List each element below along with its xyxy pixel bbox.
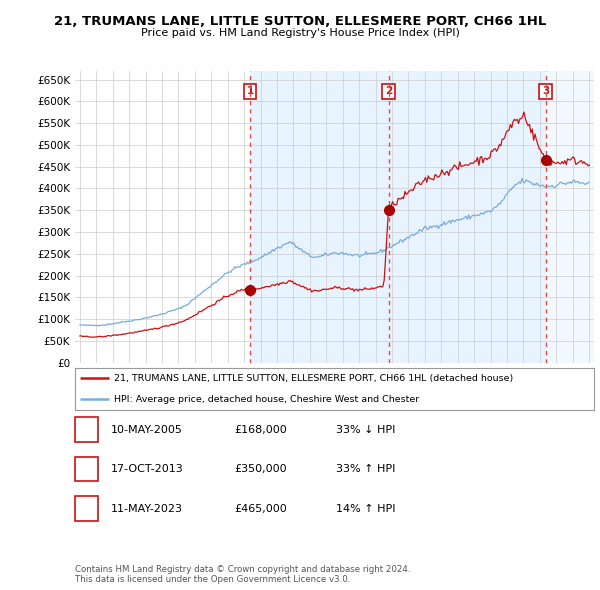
Text: Price paid vs. HM Land Registry's House Price Index (HPI): Price paid vs. HM Land Registry's House … xyxy=(140,28,460,38)
Text: 14% ↑ HPI: 14% ↑ HPI xyxy=(336,504,395,513)
Text: 3: 3 xyxy=(83,504,90,513)
Text: Contains HM Land Registry data © Crown copyright and database right 2024.
This d: Contains HM Land Registry data © Crown c… xyxy=(75,565,410,584)
Text: HPI: Average price, detached house, Cheshire West and Chester: HPI: Average price, detached house, Ches… xyxy=(114,395,419,404)
Text: 33% ↓ HPI: 33% ↓ HPI xyxy=(336,425,395,434)
Bar xyxy=(250,71,389,363)
Text: £168,000: £168,000 xyxy=(234,425,287,434)
Text: £465,000: £465,000 xyxy=(234,504,287,513)
Bar xyxy=(389,71,546,363)
Text: 1: 1 xyxy=(83,425,90,434)
Text: 33% ↑ HPI: 33% ↑ HPI xyxy=(336,464,395,474)
Text: £350,000: £350,000 xyxy=(234,464,287,474)
Text: 11-MAY-2023: 11-MAY-2023 xyxy=(111,504,183,513)
Text: 1: 1 xyxy=(247,86,254,96)
Text: 2: 2 xyxy=(385,86,392,96)
Text: 10-MAY-2005: 10-MAY-2005 xyxy=(111,425,183,434)
Text: 17-OCT-2013: 17-OCT-2013 xyxy=(111,464,184,474)
Text: 3: 3 xyxy=(542,86,550,96)
Text: 21, TRUMANS LANE, LITTLE SUTTON, ELLESMERE PORT, CH66 1HL: 21, TRUMANS LANE, LITTLE SUTTON, ELLESME… xyxy=(54,15,546,28)
Text: 21, TRUMANS LANE, LITTLE SUTTON, ELLESMERE PORT, CH66 1HL (detached house): 21, TRUMANS LANE, LITTLE SUTTON, ELLESME… xyxy=(114,373,513,383)
Bar xyxy=(546,71,594,363)
Text: 2: 2 xyxy=(83,464,90,474)
